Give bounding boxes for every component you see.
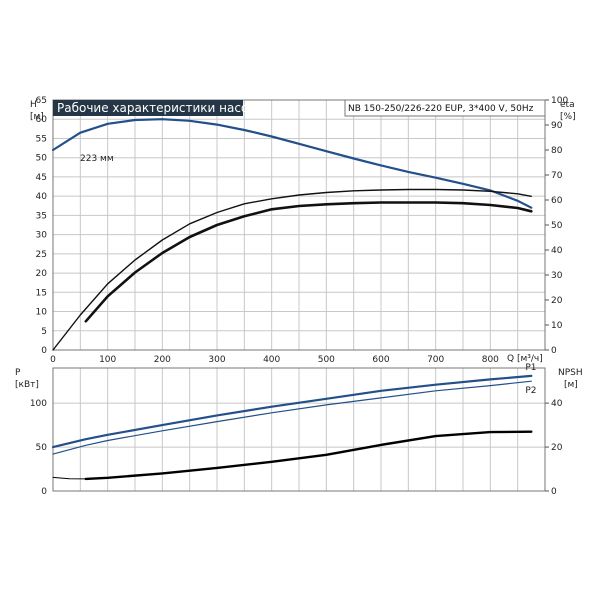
top-left-tick-label: 65 bbox=[36, 96, 47, 106]
top-right-tick-label: 60 bbox=[551, 196, 563, 206]
x-tick-label: 100 bbox=[99, 355, 116, 365]
top-left-tick-label: 30 bbox=[36, 231, 48, 241]
p-axis-label: P bbox=[15, 368, 21, 378]
bottom-right-tick-label: 0 bbox=[551, 487, 557, 497]
top-left-tick-label: 40 bbox=[36, 192, 48, 202]
x-tick-label: 0 bbox=[50, 355, 56, 365]
top-grid bbox=[53, 100, 545, 350]
top-right-tick-label: 10 bbox=[551, 321, 563, 331]
top-left-tick-label: 60 bbox=[36, 115, 48, 125]
top-left-tick-label: 50 bbox=[36, 154, 48, 164]
bottom-series: P1 P2 bbox=[51, 363, 536, 481]
top-right-tick-label: 80 bbox=[551, 146, 563, 156]
top-right-tick-label: 30 bbox=[551, 271, 563, 281]
top-left-tick-label: 25 bbox=[36, 250, 47, 260]
bottom-series-line-2 bbox=[84, 430, 533, 481]
top-left-tick-label: 35 bbox=[36, 211, 47, 221]
top-series-line-0 bbox=[51, 118, 533, 209]
top-left-tick-label: 15 bbox=[36, 288, 47, 298]
bottom-ticks: 0 50 100 0 20 40 bbox=[30, 399, 563, 497]
top-ticks: 0 5 10 15 20 25 30 35 40 45 50 55 60 65 0 10 20 30 40 50 60 7… bbox=[36, 96, 569, 365]
model-label: NB 150-250/226-220 EUP, 3*400 V, 50Hz bbox=[348, 104, 534, 114]
eta-axis-unit: [%] bbox=[560, 112, 576, 122]
bottom-grid bbox=[53, 368, 545, 491]
x-tick-label: 700 bbox=[427, 355, 444, 365]
top-left-tick-label: 45 bbox=[36, 173, 47, 183]
bottom-right-tick-label: 20 bbox=[551, 443, 563, 453]
top-left-tick-label: 20 bbox=[36, 269, 48, 279]
top-right-tick-label: 20 bbox=[551, 296, 563, 306]
x-tick-label: 500 bbox=[318, 355, 335, 365]
top-left-tick-label: 10 bbox=[36, 308, 48, 318]
bottom-left-tick-label: 50 bbox=[36, 443, 48, 453]
series-label-p1: P1 bbox=[525, 363, 536, 373]
x-tick-label: 200 bbox=[154, 355, 171, 365]
npsh-axis-label: NPSH bbox=[558, 368, 583, 378]
top-left-tick-label: 5 bbox=[41, 327, 47, 337]
x-tick-label: 400 bbox=[263, 355, 280, 365]
bottom-series-line-3 bbox=[52, 476, 87, 480]
top-right-tick-label: 100 bbox=[551, 96, 568, 106]
top-right-tick-label: 40 bbox=[551, 246, 563, 256]
top-right-tick-label: 0 bbox=[551, 346, 557, 356]
series-label-p2: P2 bbox=[525, 386, 536, 396]
h-axis-label: H bbox=[30, 100, 37, 110]
x-tick-label: 300 bbox=[208, 355, 225, 365]
top-panel: Рабочие характеристики насоса NB 150-250… bbox=[30, 96, 576, 365]
top-series-line-2 bbox=[84, 201, 533, 323]
top-left-tick-label: 55 bbox=[36, 134, 47, 144]
bottom-right-tick-label: 40 bbox=[551, 399, 563, 409]
bottom-series-line-1 bbox=[52, 380, 532, 455]
top-right-tick-label: 50 bbox=[551, 221, 563, 231]
bottom-series-line-0 bbox=[51, 374, 533, 449]
top-series bbox=[51, 118, 533, 351]
bottom-left-tick-label: 100 bbox=[30, 399, 47, 409]
top-right-tick-label: 70 bbox=[551, 171, 563, 181]
x-tick-label: 600 bbox=[372, 355, 389, 365]
chart-title: Рабочие характеристики насоса bbox=[57, 101, 262, 115]
top-series-line-1 bbox=[52, 188, 532, 351]
x-tick-label: 800 bbox=[482, 355, 499, 365]
impeller-diameter-annotation: 223 мм bbox=[80, 154, 114, 164]
bottom-plot-frame bbox=[52, 367, 546, 492]
top-right-tick-label: 90 bbox=[551, 121, 563, 131]
title-box bbox=[53, 100, 243, 116]
bottom-panel: P [кВт] NPSH [м] 0 50 100 0 20 40 P1 P2 bbox=[15, 363, 583, 497]
npsh-axis-unit: [м] bbox=[564, 380, 578, 390]
bottom-left-tick-label: 0 bbox=[41, 487, 47, 497]
top-left-tick-label: 0 bbox=[41, 346, 47, 356]
q-axis-unit: Q [м³/ч] bbox=[507, 354, 543, 364]
p-axis-unit: [кВт] bbox=[15, 380, 39, 390]
h-axis-unit: [м] bbox=[30, 112, 44, 122]
model-box bbox=[344, 99, 546, 117]
eta-axis-label: eta bbox=[560, 100, 575, 110]
